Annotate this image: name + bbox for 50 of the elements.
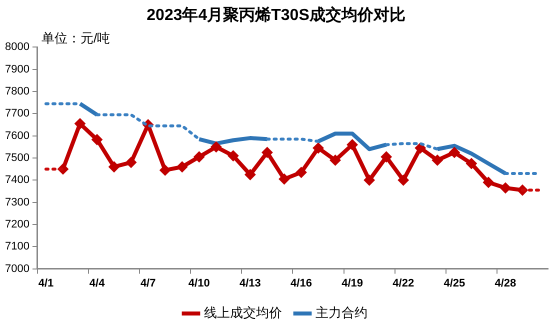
point [482, 176, 494, 188]
point [296, 166, 307, 178]
point [228, 150, 239, 162]
point [380, 151, 392, 162]
point [210, 141, 222, 152]
point [330, 154, 341, 166]
x-tick-label: 4/1 [38, 277, 54, 290]
y-tick-label: 7300 [4, 196, 30, 208]
x-tick-label: 4/10 [188, 277, 210, 290]
point [262, 146, 273, 158]
point [432, 154, 443, 166]
point [126, 156, 137, 168]
x-tick-label: 4/25 [444, 277, 466, 290]
point [346, 139, 358, 150]
x-tick-label: 4/28 [494, 277, 516, 290]
point [500, 182, 511, 194]
x-tick-label: 4/22 [392, 277, 414, 290]
x-tick-label: 4/7 [140, 277, 156, 290]
chart-title: 2023年4月聚丙烯T30S成交均价对比 [146, 5, 406, 24]
y-tick-label: 7600 [4, 130, 30, 142]
point [244, 169, 256, 180]
legend-label: 主力合约 [316, 305, 368, 320]
point [160, 164, 171, 176]
y-tick-label: 7200 [4, 218, 30, 231]
point [414, 142, 426, 154]
x-tick-label: 4/16 [290, 277, 312, 290]
y-tick-label: 7900 [4, 63, 30, 76]
y-tick-label: 7800 [4, 86, 30, 98]
point [466, 158, 477, 170]
point [398, 174, 409, 186]
x-tick-label: 4/4 [89, 277, 106, 290]
y-tick-label: 7100 [4, 240, 30, 253]
point [176, 161, 188, 172]
point [194, 151, 205, 162]
point [278, 174, 290, 185]
y-tick-label: 7500 [4, 152, 30, 164]
point [312, 142, 324, 154]
point [92, 134, 103, 146]
y-tick-label: 7000 [4, 262, 30, 275]
y-axis-title: 单位：元/吨 [41, 30, 110, 46]
x-tick-label: 4/19 [342, 277, 364, 290]
point [448, 146, 460, 158]
y-tick-label: 7400 [4, 174, 30, 186]
y-tick-label: 7700 [4, 108, 30, 120]
point [108, 161, 120, 172]
legend-label: 线上成交均价 [204, 305, 282, 320]
y-tick-label: 8000 [4, 41, 30, 54]
point [364, 174, 375, 186]
point [74, 118, 86, 130]
x-tick-label: 4/13 [239, 277, 261, 290]
